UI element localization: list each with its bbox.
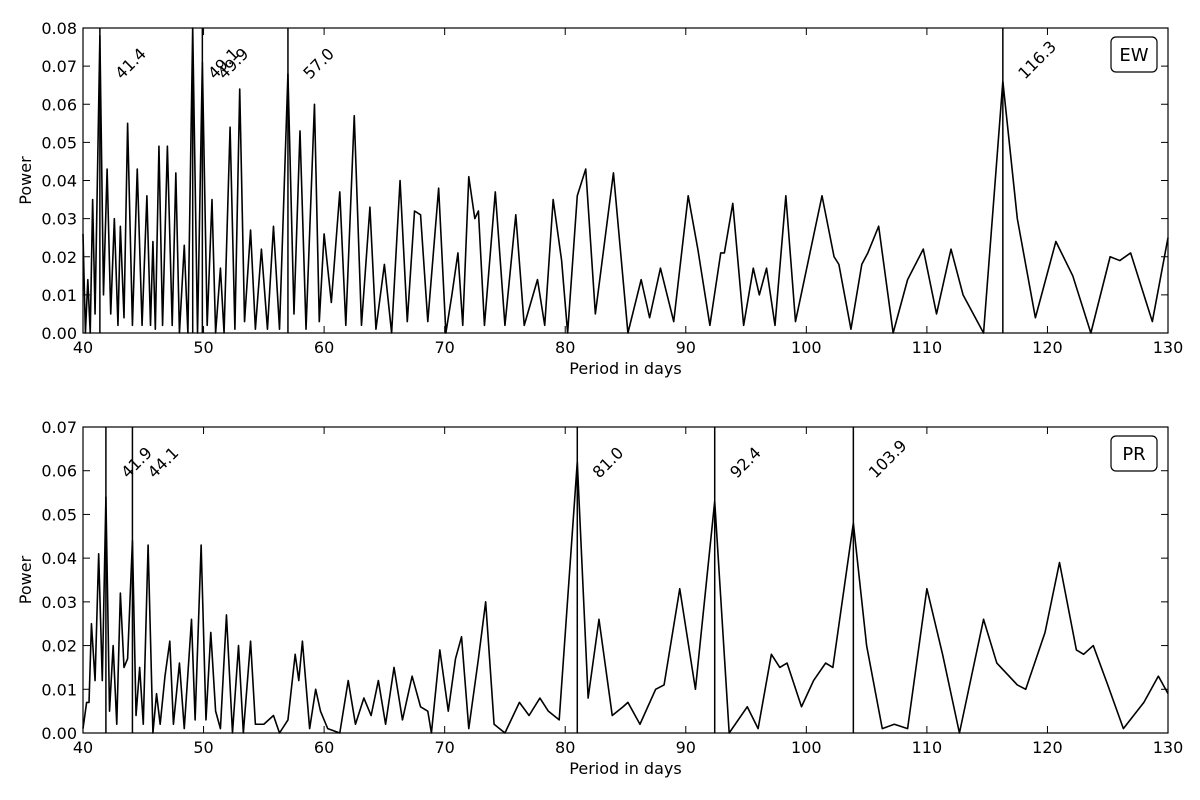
- annotation: PR: [1122, 444, 1145, 465]
- x-tick-label: 90: [676, 738, 696, 757]
- y-tick-label: 0.01: [41, 286, 77, 305]
- y-tick-label: 0.00: [41, 724, 77, 743]
- x-tick-label: 100: [791, 738, 822, 757]
- annotation: EW: [1119, 45, 1148, 66]
- frame: [82, 426, 1169, 734]
- y-tick-label: 0.08: [41, 19, 77, 38]
- y-tick-label: 0.07: [41, 57, 77, 76]
- x-tick-label: 40: [73, 738, 93, 757]
- period-label: 41.4: [111, 44, 150, 83]
- y-tick-label: 0.04: [41, 549, 77, 568]
- annotation-box: [1110, 435, 1158, 472]
- y-tick-label: 0.05: [41, 133, 77, 152]
- period-label: 44.1: [144, 443, 183, 482]
- x-tick-label: 70: [434, 738, 454, 757]
- y-tick-label: 0.05: [41, 505, 77, 524]
- y-tick-label: 0.04: [41, 172, 77, 191]
- annotation-box: [1110, 36, 1158, 73]
- period-label: 57.0: [299, 44, 338, 83]
- x-tick-label: 70: [434, 338, 454, 357]
- y-tick-label: 0.02: [41, 637, 77, 656]
- x-tick-label: 120: [1032, 338, 1063, 357]
- x-tick-label: 100: [791, 338, 822, 357]
- x-tick-label: 130: [1153, 338, 1184, 357]
- period-label: 116.3: [1014, 37, 1060, 83]
- y-tick-label: 0.00: [41, 324, 77, 343]
- power-curve: [82, 461, 1169, 734]
- y-tick-label: 0.06: [41, 462, 77, 481]
- y-tick-label: 0.03: [41, 210, 77, 229]
- x-tick-label: 40: [73, 338, 93, 357]
- x-axis-label: Period in days: [569, 759, 681, 778]
- y-tick-label: 0.07: [41, 418, 77, 437]
- x-tick-label: 90: [676, 338, 696, 357]
- x-tick-label: 110: [912, 338, 943, 357]
- x-tick-label: 80: [555, 338, 575, 357]
- frame: [82, 27, 1169, 334]
- y-tick-label: 0.02: [41, 248, 77, 267]
- x-tick-label: 50: [193, 738, 213, 757]
- period-label: 92.4: [726, 443, 765, 482]
- x-tick-label: 80: [555, 738, 575, 757]
- x-axis-label: Period in days: [569, 359, 681, 378]
- period-label: 103.9: [865, 436, 911, 482]
- y-axis-label: Power: [16, 555, 35, 604]
- x-tick-label: 120: [1032, 738, 1063, 757]
- x-tick-label: 130: [1153, 738, 1184, 757]
- period-label: 81.0: [589, 443, 628, 482]
- x-tick-label: 110: [912, 738, 943, 757]
- x-tick-label: 60: [314, 738, 334, 757]
- x-tick-label: 50: [193, 338, 213, 357]
- y-tick-label: 0.01: [41, 680, 77, 699]
- y-tick-label: 0.03: [41, 593, 77, 612]
- y-axis-label: Power: [16, 156, 35, 205]
- x-tick-label: 60: [314, 338, 334, 357]
- power-curve: [82, 27, 1169, 334]
- y-tick-label: 0.06: [41, 95, 77, 114]
